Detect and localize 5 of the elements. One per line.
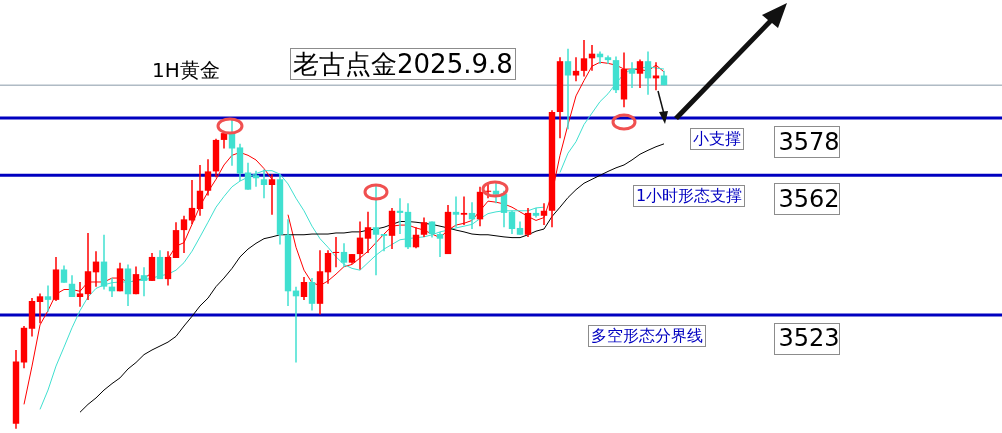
- ref-line-label: 1小时形态支撑: [633, 185, 746, 208]
- text: 1H黄金: [152, 58, 220, 82]
- ref-line-label: 小支撑: [690, 128, 744, 151]
- ref-line-label: 多空形态分界线: [588, 324, 706, 347]
- text: 老古点金2025.9.8: [290, 48, 516, 80]
